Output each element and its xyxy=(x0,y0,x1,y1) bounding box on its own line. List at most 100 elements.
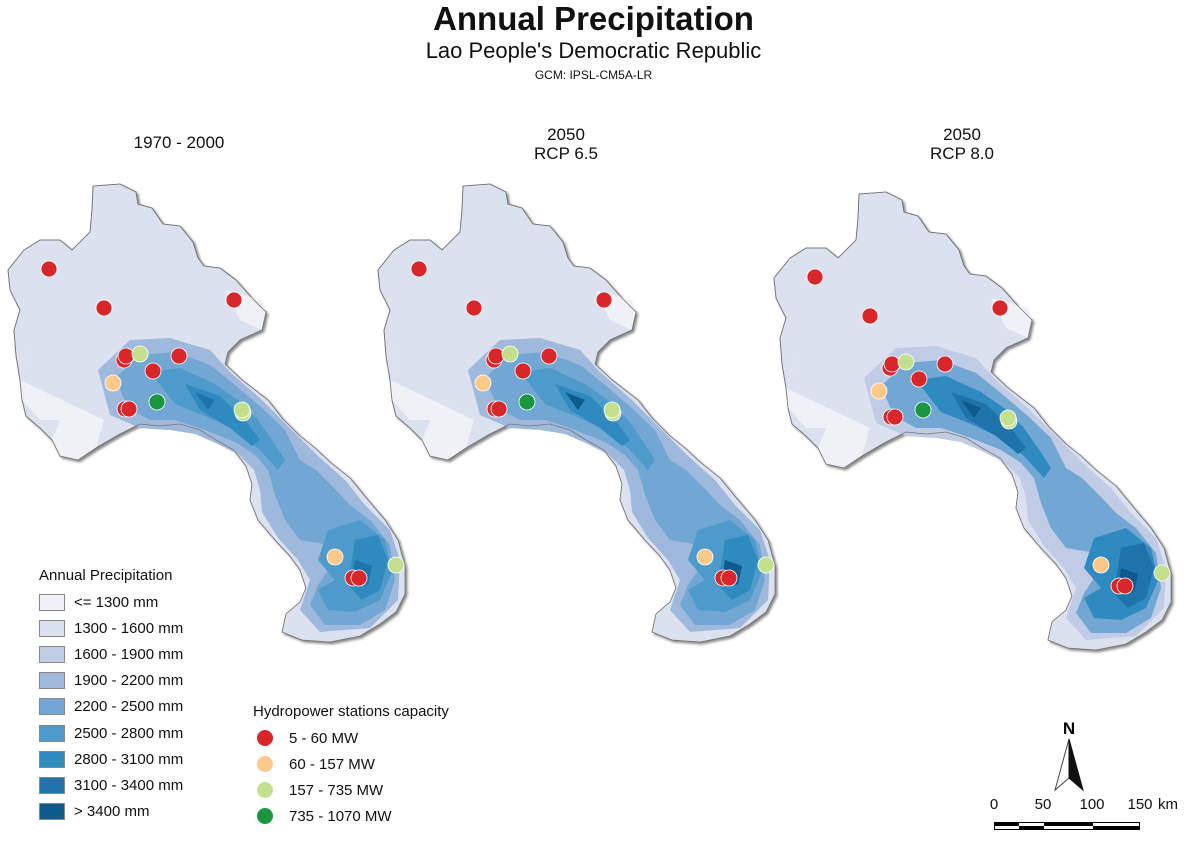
hydropower-station-marker xyxy=(999,409,1017,427)
precipitation-legend-label: 1600 - 1900 mm xyxy=(74,645,184,663)
panel-label-line1: 2050 xyxy=(547,125,585,144)
hydropower-station-marker xyxy=(120,400,138,418)
hydropower-station-marker xyxy=(326,548,344,566)
precipitation-legend-item: 1900 - 2200 mm xyxy=(39,668,183,694)
precipitation-legend-label: 2800 - 3100 mm xyxy=(74,750,184,768)
panel-label-line1: 1970 - 2000 xyxy=(133,133,225,152)
hydropower-legend-dot xyxy=(257,782,273,798)
precipitation-swatch xyxy=(39,698,65,716)
hydropower-station-marker xyxy=(518,393,536,411)
hydropower-station-marker xyxy=(991,299,1009,317)
hydropower-station-marker xyxy=(474,374,492,392)
scale-tick-50: 50 xyxy=(1034,796,1052,813)
precipitation-swatch xyxy=(39,593,65,611)
gcm-label: GCM: IPSL-CM5A-LR xyxy=(534,68,653,82)
panel-label-line2: RCP 6.5 xyxy=(534,144,598,163)
scale-tick-100: 100 xyxy=(1079,796,1105,813)
hydropower-station-marker xyxy=(410,260,428,278)
hydropower-station-marker xyxy=(757,556,775,574)
precipitation-legend-label: > 3400 mm xyxy=(74,803,150,821)
hydropower-station-marker xyxy=(883,355,901,373)
country-border xyxy=(7,183,406,643)
hydropower-station-marker xyxy=(806,268,824,286)
map-subtitle: Lao People's Democratic Republic xyxy=(425,38,762,63)
hydropower-legend-item: 735 - 1070 MW xyxy=(253,803,449,829)
hydropower-station-marker xyxy=(1153,564,1171,582)
hydropower-legend-item: 5 - 60 MW xyxy=(253,725,449,751)
panel-label-rcp80: 2050 RCP 8.0 xyxy=(842,125,1082,163)
precipitation-swatch xyxy=(39,803,65,821)
hydropower-station-marker xyxy=(914,401,932,419)
hydropower-legend-dot xyxy=(257,730,273,746)
precipitation-legend-item: 1600 - 1900 mm xyxy=(39,641,183,667)
hydropower-station-marker xyxy=(501,345,519,363)
hydropower-station-marker xyxy=(514,362,532,380)
hydropower-station-marker xyxy=(886,408,904,426)
hydropower-legend-item: 60 - 157 MW xyxy=(253,751,449,777)
precipitation-legend-item: <= 1300 mm xyxy=(39,589,183,615)
precip-zone-low xyxy=(390,290,636,460)
hydropower-station-marker xyxy=(131,345,149,363)
hydropower-station-marker xyxy=(870,382,888,400)
hydropower-station-marker xyxy=(720,569,738,587)
hydropower-legend-label: 157 - 735 MW xyxy=(289,781,384,799)
hydropower-station-marker xyxy=(1116,577,1134,595)
hydropower-station-marker xyxy=(696,548,714,566)
scale-unit: km xyxy=(1158,796,1178,813)
precip-zone xyxy=(195,392,372,585)
scale-bar-graphic xyxy=(994,822,1140,830)
precipitation-legend-item: 3100 - 3400 mm xyxy=(39,772,183,798)
hydropower-station-marker xyxy=(40,260,58,278)
precip-zone xyxy=(565,392,742,585)
hydropower-legend: Hydropower stations capacity 5 - 60 MW 60… xyxy=(253,703,449,829)
hydropower-station-marker xyxy=(387,556,405,574)
hydropower-station-marker xyxy=(595,291,613,309)
precipitation-swatch xyxy=(39,645,65,663)
precipitation-swatch xyxy=(39,619,65,637)
hydropower-station-marker xyxy=(540,347,558,365)
country-border xyxy=(773,191,1172,651)
precip-zone xyxy=(485,352,765,625)
precipitation-swatch xyxy=(39,750,65,768)
precipitation-swatch xyxy=(39,724,65,742)
hydropower-legend-dot xyxy=(257,808,273,824)
precipitation-legend-label: 1300 - 1600 mm xyxy=(74,619,184,637)
precipitation-legend-item: 2200 - 2500 mm xyxy=(39,694,183,720)
precip-zone-low xyxy=(786,298,1032,468)
precipitation-legend-title: Annual Precipitation xyxy=(39,567,173,584)
panel-label-baseline: 1970 - 2000 xyxy=(59,133,299,152)
panel-label-line2: RCP 8.0 xyxy=(930,144,994,163)
hydropower-legend-dot xyxy=(257,756,273,772)
hydropower-legend-label: 735 - 1070 MW xyxy=(289,807,392,825)
hydropower-station-marker xyxy=(465,299,483,317)
precipitation-legend-label: 1900 - 2200 mm xyxy=(74,672,184,690)
hydropower-station-marker xyxy=(936,355,954,373)
north-arrow-label: N xyxy=(1063,720,1075,738)
hydropower-station-marker xyxy=(104,374,122,392)
precipitation-legend: Annual Precipitation <= 1300 mm 1300 - 16… xyxy=(39,567,183,825)
precipitation-legend-label: 3100 - 3400 mm xyxy=(74,776,184,794)
precipitation-legend-label: 2500 - 2800 mm xyxy=(74,724,184,742)
precipitation-legend-item: 1300 - 1600 mm xyxy=(39,615,183,641)
panel-label-line1: 2050 xyxy=(943,125,981,144)
map-panel-1 xyxy=(377,183,776,643)
scale-bar: 0 50 100 150 km xyxy=(987,796,1187,841)
precipitation-legend-label: <= 1300 mm xyxy=(74,593,159,611)
scale-tick-150: 150 xyxy=(1127,796,1153,813)
hydropower-legend-label: 60 - 157 MW xyxy=(289,755,375,773)
hydropower-station-marker xyxy=(350,569,368,587)
precipitation-legend-item: 2500 - 2800 mm xyxy=(39,720,183,746)
hydropower-station-marker xyxy=(487,347,505,365)
country-border xyxy=(377,183,776,643)
precip-zone xyxy=(961,400,1138,593)
precipitation-legend-item: > 3400 mm xyxy=(39,799,183,825)
hydropower-station-marker xyxy=(861,307,879,325)
precipitation-legend-label: 2200 - 2500 mm xyxy=(74,698,184,716)
map-panel-2 xyxy=(773,191,1172,651)
hydropower-station-marker xyxy=(148,393,166,411)
hydropower-legend-title: Hydropower stations capacity xyxy=(253,703,449,720)
hydropower-station-marker xyxy=(897,353,915,371)
map-panel-0 xyxy=(7,183,406,643)
precipitation-swatch xyxy=(39,776,65,794)
